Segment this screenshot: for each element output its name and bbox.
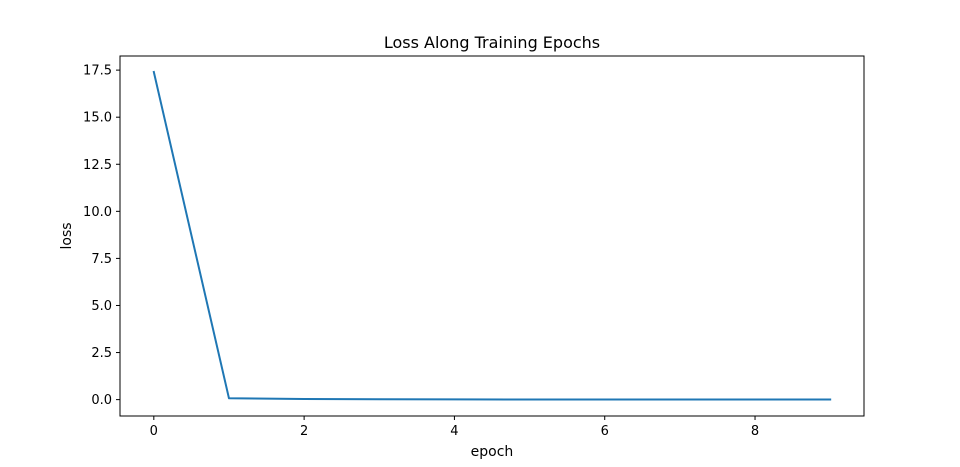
y-tick-label: 2.5 <box>91 346 112 361</box>
chart-title: Loss Along Training Epochs <box>384 33 600 52</box>
y-tick-label: 15.0 <box>83 111 112 126</box>
plot-frame <box>119 55 865 417</box>
y-axis: 0.0 2.5 5.0 7.5 10.0 12.5 15.0 17.5 <box>83 64 120 408</box>
y-tick-label: 5.0 <box>91 299 112 314</box>
plot-area <box>120 56 864 416</box>
y-tick-label: 0.0 <box>91 393 112 408</box>
y-axis-label: loss <box>59 222 75 249</box>
y-tick-label: 10.0 <box>83 205 112 220</box>
y-tick-label: 12.5 <box>83 158 112 173</box>
series-layer <box>152 70 832 401</box>
x-tick-label: 2 <box>300 424 308 439</box>
x-tick-label: 8 <box>751 424 759 439</box>
y-tick-label: 7.5 <box>91 252 112 267</box>
x-tick-label: 6 <box>601 424 609 439</box>
x-axis: 0 2 4 6 8 <box>150 416 759 439</box>
y-tick-label: 17.5 <box>83 64 112 79</box>
x-tick-label: 0 <box>150 424 158 439</box>
x-axis-label: epoch <box>471 444 514 460</box>
x-tick-label: 4 <box>450 424 458 439</box>
loss-line <box>152 70 832 401</box>
